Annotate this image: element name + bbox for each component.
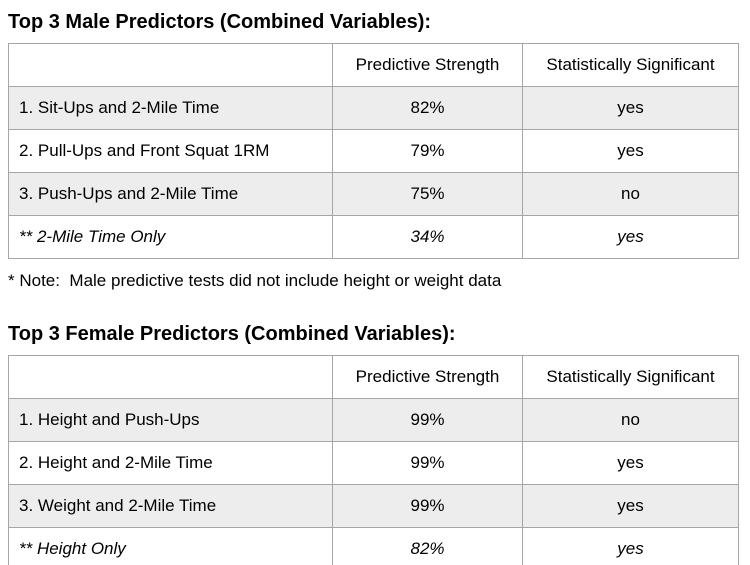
row-significant: yes [522, 484, 739, 528]
male-predictors-table: Predictive Strength Statistically Signif… [8, 43, 739, 259]
table-row-summary: ** Height Only 82% yes [8, 527, 739, 565]
statistically-significant-header: Statistically Significant [522, 355, 739, 399]
table-row: 1. Sit-Ups and 2-Mile Time 82% yes [8, 86, 739, 130]
table-row-summary: ** 2-Mile Time Only 34% yes [8, 215, 739, 259]
row-strength: 99% [332, 484, 523, 528]
predictive-strength-header: Predictive Strength [332, 355, 523, 399]
empty-header-cell [8, 43, 333, 87]
row-significant: no [522, 398, 739, 442]
row-label: 3. Push-Ups and 2-Mile Time [8, 172, 333, 216]
predictive-strength-header: Predictive Strength [332, 43, 523, 87]
empty-header-cell [8, 355, 333, 399]
table-row: 3. Push-Ups and 2-Mile Time 75% no [8, 172, 739, 216]
row-strength: 75% [332, 172, 523, 216]
row-strength: 82% [332, 86, 523, 130]
row-label: 1. Height and Push-Ups [8, 398, 333, 442]
male-section-note: * Note: Male predictive tests did not in… [8, 271, 502, 290]
table-row: 2. Height and 2-Mile Time 99% yes [8, 441, 739, 485]
row-significant: yes [522, 86, 739, 130]
row-significant: yes [522, 441, 739, 485]
statistically-significant-header: Statistically Significant [522, 43, 739, 87]
row-label: ** Height Only [8, 527, 333, 565]
row-strength: 99% [332, 398, 523, 442]
row-strength: 99% [332, 441, 523, 485]
row-significant: no [522, 172, 739, 216]
table-row: 2. Pull-Ups and Front Squat 1RM 79% yes [8, 129, 739, 173]
row-label: ** 2-Mile Time Only [8, 215, 333, 259]
row-significant: yes [522, 129, 739, 173]
female-header-row: Predictive Strength Statistically Signif… [8, 355, 739, 399]
row-strength: 34% [332, 215, 523, 259]
table-row: 1. Height and Push-Ups 99% no [8, 398, 739, 442]
row-significant: yes [522, 527, 739, 565]
female-section-title: Top 3 Female Predictors (Combined Variab… [8, 323, 456, 345]
row-significant: yes [522, 215, 739, 259]
row-label: 1. Sit-Ups and 2-Mile Time [8, 86, 333, 130]
row-strength: 79% [332, 129, 523, 173]
row-label: 2. Pull-Ups and Front Squat 1RM [8, 129, 333, 173]
row-strength: 82% [332, 527, 523, 565]
row-label: 2. Height and 2-Mile Time [8, 441, 333, 485]
female-predictors-table: Predictive Strength Statistically Signif… [8, 355, 739, 565]
table-row: 3. Weight and 2-Mile Time 99% yes [8, 484, 739, 528]
male-section-title: Top 3 Male Predictors (Combined Variable… [8, 11, 432, 33]
row-label: 3. Weight and 2-Mile Time [8, 484, 333, 528]
male-header-row: Predictive Strength Statistically Signif… [8, 43, 739, 87]
